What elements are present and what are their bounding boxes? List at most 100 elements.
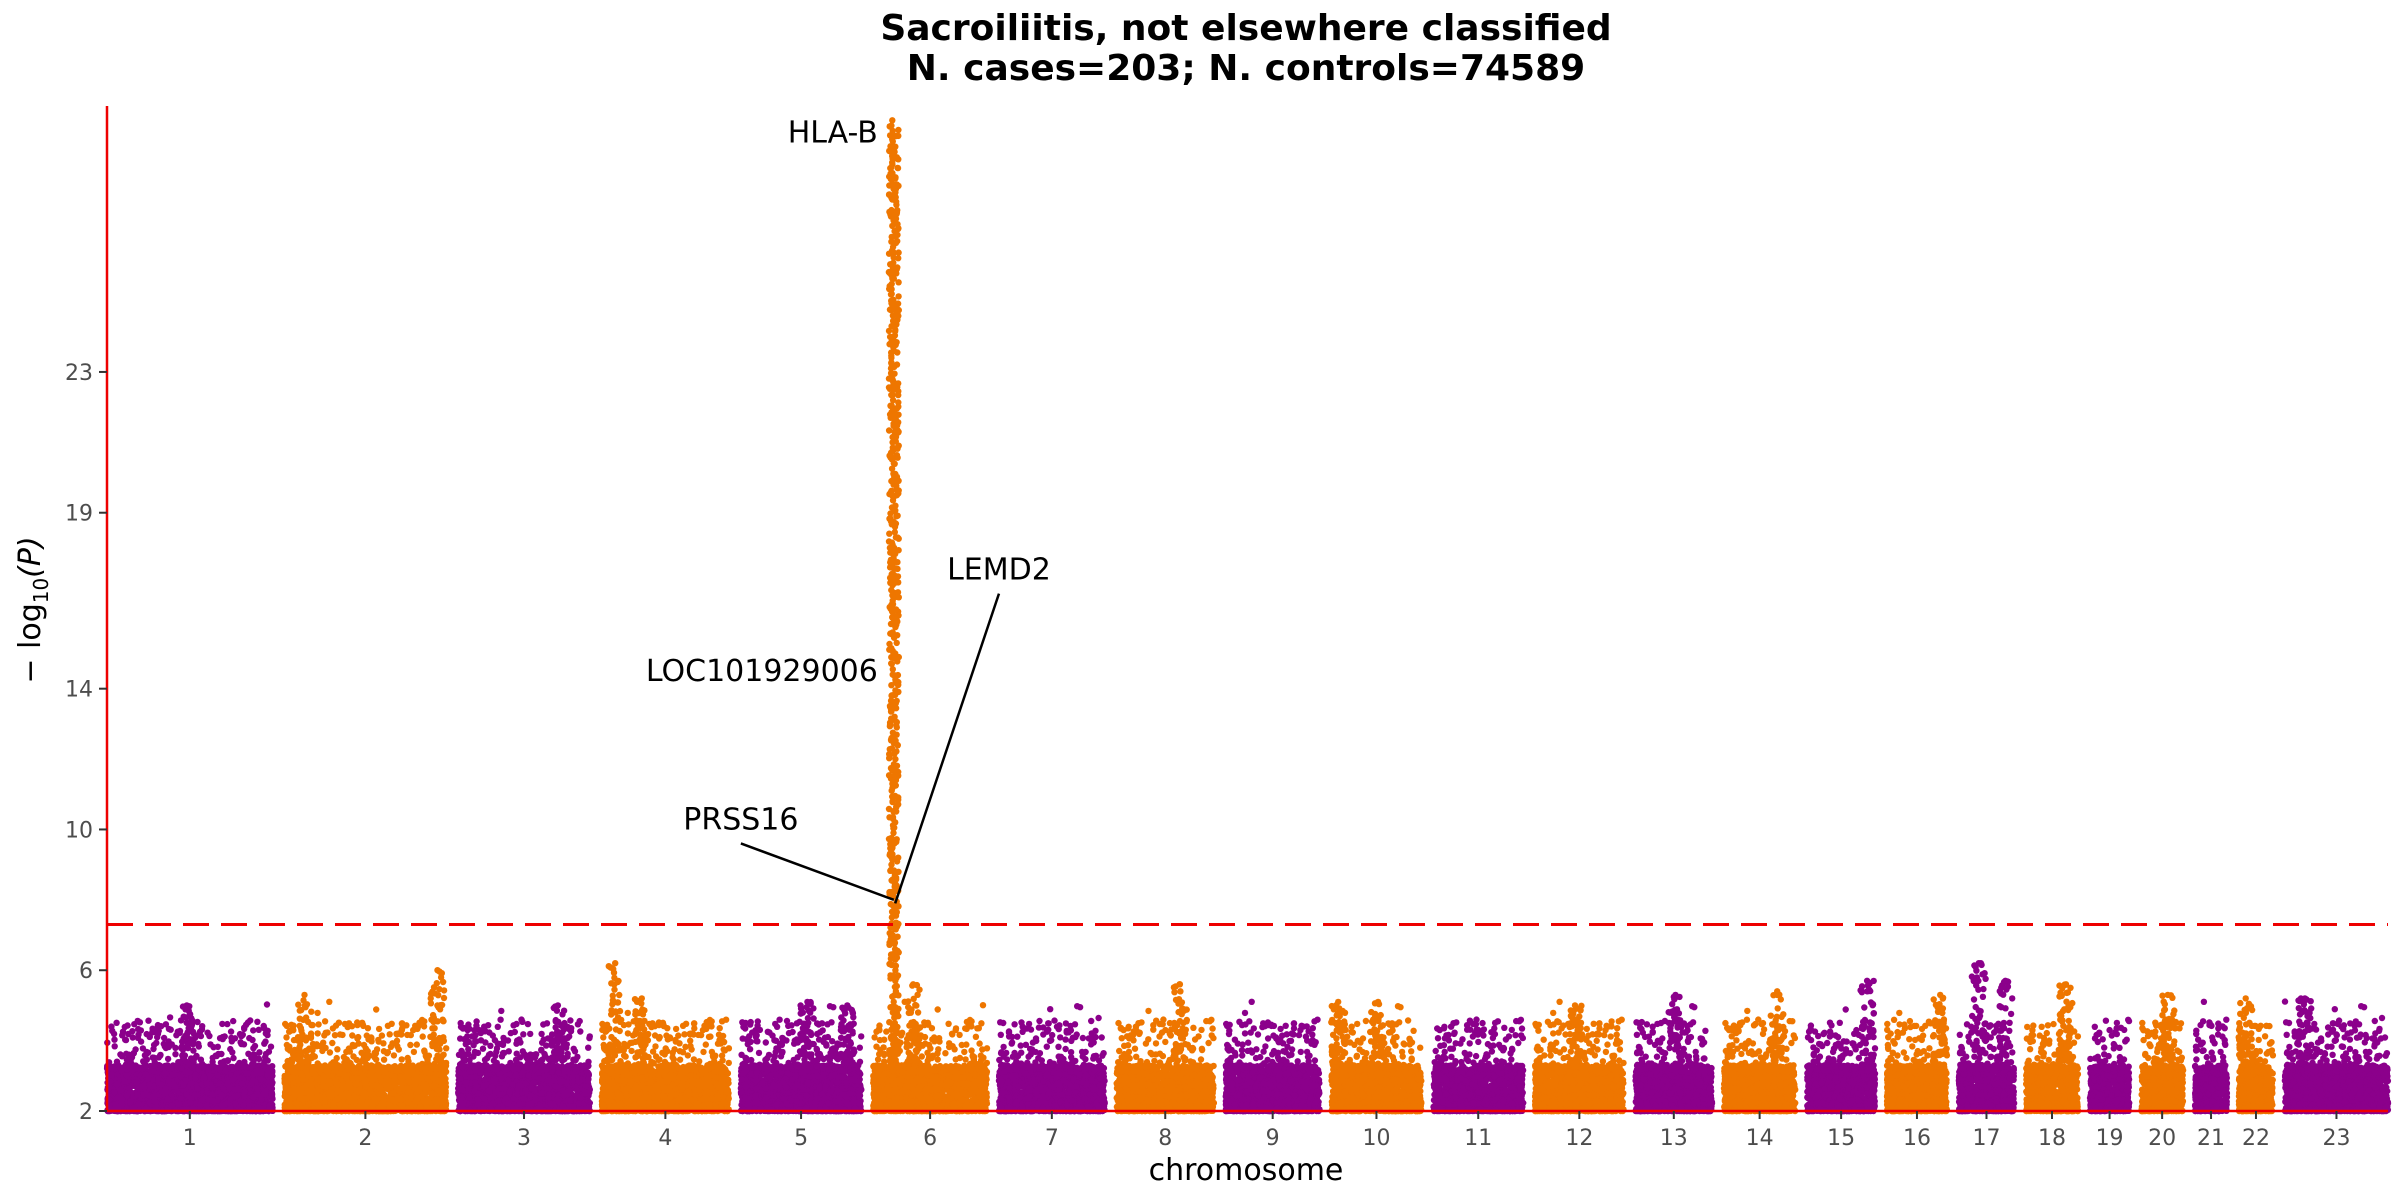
snp-point [262, 1054, 268, 1060]
snp-point [221, 1086, 227, 1092]
snp-point [238, 1075, 244, 1081]
snp-point [194, 1086, 200, 1092]
snp-point [396, 1046, 402, 1052]
snp-point [266, 1049, 272, 1055]
snp-point [155, 1075, 161, 1081]
snp-point [209, 1091, 215, 1097]
snp-point [387, 1031, 393, 1037]
snp-point [412, 1085, 418, 1091]
snp-point [218, 1092, 224, 1098]
snp-point [248, 1065, 254, 1071]
snp-point [209, 1085, 215, 1091]
snp-point [354, 1035, 360, 1041]
snp-point [237, 1031, 243, 1037]
snp-point [258, 1077, 264, 1083]
snp-point [165, 1056, 171, 1062]
snp-point [159, 1088, 165, 1094]
snp-point [254, 1091, 260, 1097]
snp-point [192, 1055, 198, 1061]
snp-point [394, 1038, 400, 1044]
snp-point [227, 1046, 233, 1052]
snp-point [168, 1027, 174, 1033]
snp-point [112, 1043, 118, 1049]
snp-point [217, 1035, 223, 1041]
snp-point [234, 1070, 240, 1076]
snp-point [246, 1035, 252, 1041]
snp-point [213, 1053, 219, 1059]
snp-point [365, 1048, 371, 1054]
snp-point [113, 1020, 119, 1026]
snp-point [399, 1056, 405, 1062]
snp-point [329, 1040, 335, 1046]
snp-point [229, 1037, 235, 1043]
snp-point [249, 1080, 255, 1086]
snp-point [153, 1040, 159, 1046]
snp-point [412, 1023, 418, 1029]
snp-point [284, 1042, 290, 1048]
snp-point [443, 1045, 449, 1051]
snp-point [250, 1045, 256, 1051]
snp-point [345, 1024, 351, 1030]
snp-point [162, 1071, 168, 1077]
snp-point [421, 1023, 427, 1029]
snp-point [140, 1058, 146, 1064]
snp-point [178, 1096, 184, 1102]
snp-point [288, 1022, 294, 1028]
snp-point [167, 1014, 173, 1020]
snp-point [204, 1081, 210, 1087]
snp-point [125, 1031, 131, 1037]
snp-point [247, 1017, 253, 1023]
snp-point [373, 1006, 379, 1012]
snp-point [230, 1018, 236, 1024]
snp-point [172, 1051, 178, 1057]
snp-point [119, 1032, 125, 1038]
snp-point [261, 1063, 267, 1069]
snp-point [230, 1076, 236, 1082]
snp-point [161, 1035, 167, 1041]
snp-point [232, 1100, 238, 1106]
snp-point [251, 1054, 257, 1060]
snp-point [354, 1019, 360, 1025]
snp-point [118, 1099, 124, 1105]
snp-point [140, 1045, 146, 1051]
snp-point [145, 1075, 151, 1081]
snp-point [242, 1089, 248, 1095]
snp-point [199, 1097, 205, 1103]
snp-point [240, 1102, 246, 1108]
snp-point [214, 1072, 220, 1078]
snp-point [334, 1046, 340, 1052]
snp-point [283, 1034, 289, 1040]
snp-point [152, 1027, 158, 1033]
snp-point [150, 1046, 156, 1052]
snp-point [269, 1090, 275, 1096]
snp-point [385, 1023, 391, 1029]
snp-point [184, 1091, 190, 1097]
snp-point [362, 1065, 368, 1071]
snp-point [315, 1021, 321, 1027]
snp-point [178, 1065, 184, 1071]
snp-point [414, 1041, 420, 1047]
snp-point [176, 1101, 182, 1107]
snp-point [157, 1053, 163, 1059]
snp-point [330, 1025, 336, 1031]
snp-point [217, 1066, 223, 1072]
snp-point [118, 1087, 124, 1093]
snp-point [322, 1018, 328, 1024]
snp-point [222, 1102, 228, 1108]
snp-point [267, 1084, 273, 1090]
snp-point [123, 1072, 129, 1078]
snp-point [111, 1089, 117, 1095]
snp-point [266, 1103, 272, 1109]
snp-point [135, 1026, 141, 1032]
snp-point [388, 1044, 394, 1050]
snp-point [315, 1030, 321, 1036]
snp-point [188, 1081, 194, 1087]
snp-point [166, 1077, 172, 1083]
snp-point [398, 1074, 404, 1080]
snp-point [407, 1042, 413, 1048]
snp-point [187, 1100, 193, 1106]
snp-point [151, 1068, 157, 1074]
snp-point [150, 1054, 156, 1060]
snp-point [421, 1091, 427, 1097]
